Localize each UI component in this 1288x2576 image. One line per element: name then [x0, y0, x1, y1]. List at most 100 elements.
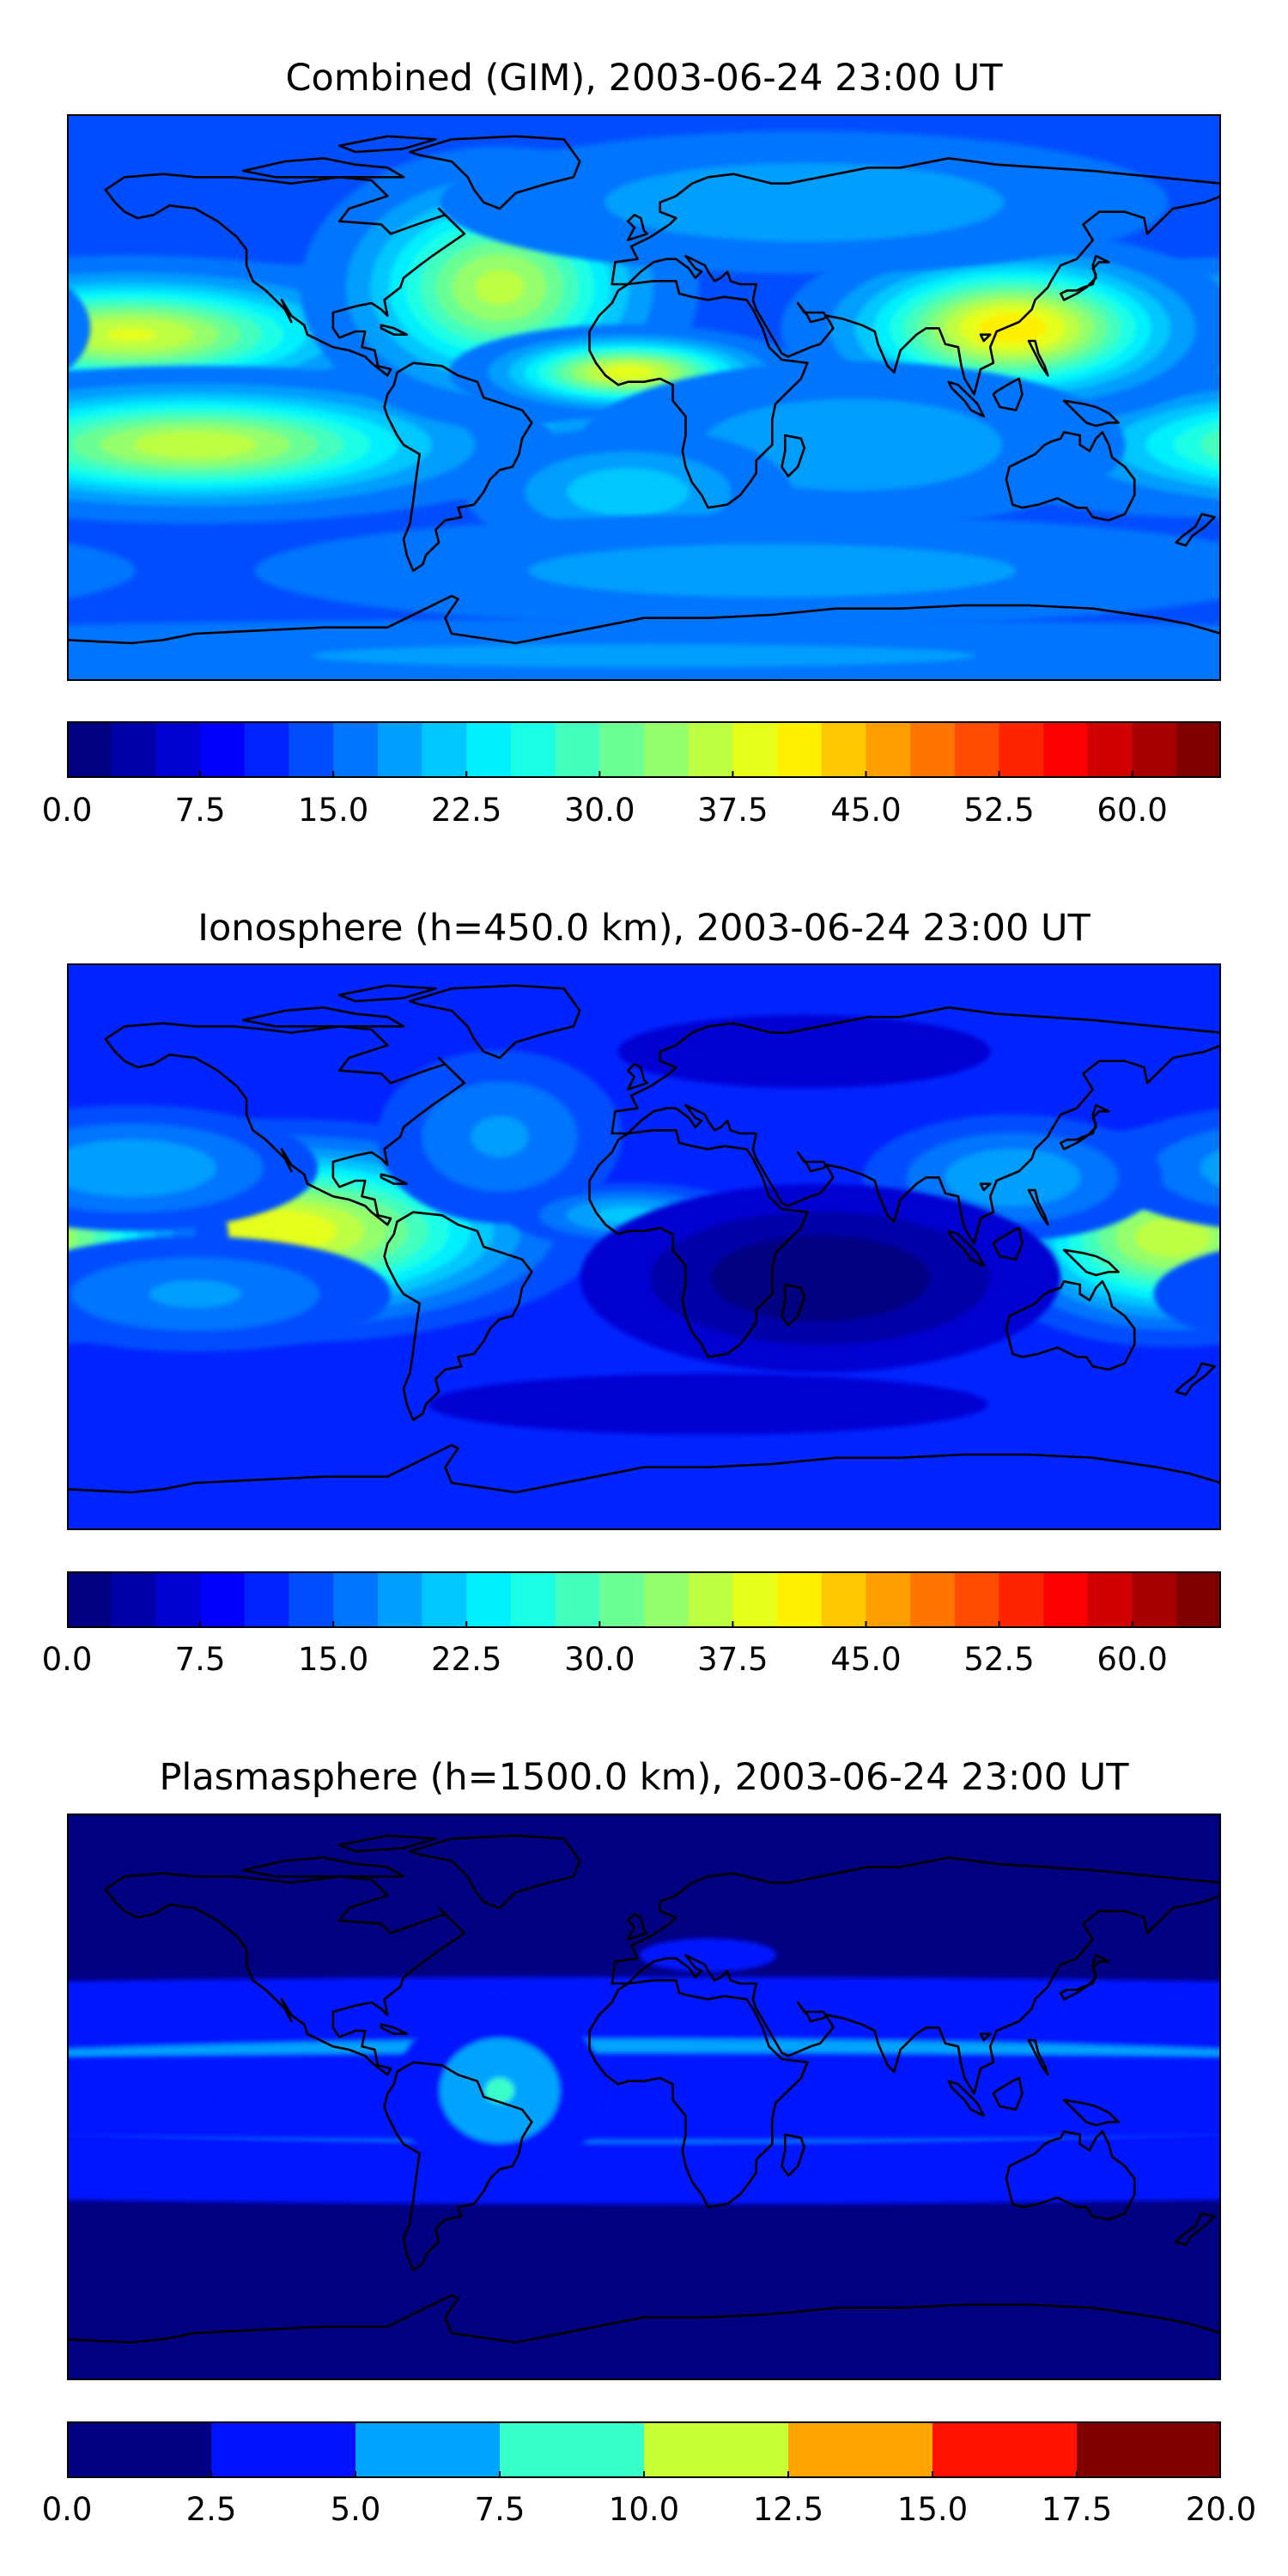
- colorbar-tick-label: 52.5: [963, 1641, 1035, 1678]
- coastline: [67, 1443, 1221, 1530]
- colorbar-tick-label: 45.0: [830, 1641, 902, 1678]
- colorbar-segment: [466, 1571, 512, 1628]
- coastline: [979, 1182, 992, 1192]
- coastline: [242, 157, 405, 179]
- coastline: [979, 333, 992, 343]
- coastline: [611, 157, 1221, 396]
- coastline: [1175, 1362, 1216, 1396]
- contour-band: [603, 365, 653, 380]
- contour-band: [428, 1373, 988, 1435]
- coastline: [627, 1913, 648, 1941]
- contour-band: [475, 270, 525, 305]
- contour-band: [471, 1115, 529, 1157]
- coastline: [242, 1006, 405, 1028]
- coastline: [992, 377, 1024, 411]
- coastline: [1027, 1188, 1049, 1226]
- colorbar-segment: [644, 721, 690, 778]
- coastline: [67, 594, 1221, 681]
- field-feature-north-atlantic-tongue: [377, 1050, 623, 1224]
- coastline: [947, 380, 985, 418]
- contour-band: [1200, 428, 1221, 462]
- colorbar-tick-label: 17.5: [1041, 2491, 1113, 2528]
- colorbar-segment: [289, 1571, 334, 1628]
- colorbar-segment: [688, 721, 733, 778]
- contour-band: [67, 1139, 216, 1197]
- coastline: [781, 434, 805, 477]
- coastline: [383, 361, 533, 572]
- colorbar-frame: [67, 721, 1221, 778]
- colorbar-tick-label: 37.5: [697, 1641, 769, 1678]
- colorbar-segment: [377, 1571, 423, 1628]
- coastline: [1005, 2130, 1136, 2221]
- contour-band: [605, 162, 1005, 242]
- contour-band: [67, 1220, 77, 1255]
- coastline: [627, 214, 648, 241]
- colorbar-tick-label: 12.5: [752, 2491, 824, 2528]
- colorbar-segment: [732, 1571, 778, 1628]
- colorbar-segment: [244, 721, 290, 778]
- plasmasphere-colorbar-ticks: 0.0 2.5 5.0 7.5 10.0 12.5 15.0 17.5 20.0: [42, 2491, 1257, 2543]
- contour-band: [133, 431, 257, 459]
- field-feature-indian-ocean-low: [580, 1183, 1061, 1373]
- contour-band: [639, 1938, 777, 1972]
- colorbar-tick-label: 15.0: [297, 1641, 369, 1678]
- coastlines: [67, 135, 1221, 681]
- coastline: [380, 1173, 408, 1185]
- colorbar-segment: [999, 721, 1044, 778]
- colorbar-segment: [555, 1571, 600, 1628]
- coastline: [781, 1283, 805, 1327]
- field-feature-south-pacific-band: [67, 1236, 1221, 1352]
- coastline: [1175, 2212, 1216, 2246]
- coastline: [947, 1230, 985, 1267]
- colorbar-tick-label: 60.0: [1097, 1641, 1168, 1678]
- map-frame: [67, 963, 1221, 1530]
- colorbar-segment: [355, 2421, 501, 2478]
- contour-band: [67, 542, 136, 599]
- map-frame: [67, 1814, 1221, 2380]
- combined-title: Combined (GIM), 2003-06-24 23:00 UT: [285, 57, 1003, 100]
- field-feature-east-pacific-maximum: [67, 2061, 1221, 2133]
- field-layer: [67, 963, 1221, 1530]
- colorbar-segment: [788, 2421, 933, 2478]
- colorbar-tick-label: 15.0: [297, 792, 369, 829]
- colorbar-segment: [500, 2421, 645, 2478]
- field-feature-antarctic-low: [67, 618, 1221, 681]
- coastline: [338, 984, 437, 1003]
- colorbar-segment: [111, 1571, 156, 1628]
- coastline: [1005, 431, 1136, 522]
- coastline: [1062, 2099, 1120, 2127]
- field-feature-south-america-maximum: [396, 2000, 604, 2181]
- colorbar-segment: [777, 721, 823, 778]
- colorbar-segment: [1043, 721, 1089, 778]
- field-feature-southern-ocean-low: [428, 1373, 988, 1435]
- coastline: [338, 135, 437, 154]
- field-feature-europe-band: [639, 1938, 777, 1972]
- colorbar-segment: [821, 1571, 867, 1628]
- colorbar-segment: [333, 1571, 379, 1628]
- colorbar-tick-label: 0.0: [41, 1641, 93, 1678]
- colorbar-segment: [1176, 721, 1221, 778]
- coastline: [104, 1872, 466, 2076]
- coastline: [1060, 254, 1110, 301]
- colorbar-tick-label: 20.0: [1185, 2491, 1257, 2528]
- coastline: [992, 1226, 1024, 1261]
- coastline: [1060, 1103, 1110, 1151]
- coastline: [1062, 1249, 1120, 1277]
- colorbar-segment: [289, 721, 334, 778]
- colorbar-segment: [333, 721, 379, 778]
- coastline: [383, 2061, 533, 2271]
- colorbar-tick-label: 2.5: [185, 2491, 237, 2528]
- coastline: [1027, 2038, 1049, 2076]
- colorbar-segment: [866, 1571, 911, 1628]
- coastline: [380, 324, 408, 336]
- coastline: [1062, 399, 1120, 428]
- contour-band: [528, 544, 1017, 598]
- field-layer: [67, 1814, 1221, 2380]
- field-feature-europe-asia-low: [617, 1015, 991, 1089]
- coastline: [611, 1856, 1221, 2095]
- contour-band: [106, 328, 156, 342]
- contour-band: [485, 2077, 514, 2104]
- colorbar-segment: [1077, 2421, 1221, 2478]
- contour-band: [67, 2061, 212, 2133]
- colorbar-segment: [155, 1571, 201, 1628]
